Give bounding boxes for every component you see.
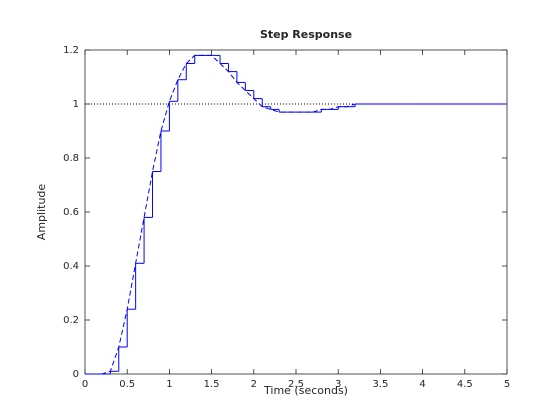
x-tick-label: 0.5 <box>119 379 135 390</box>
x-tick-label: 3 <box>335 379 341 390</box>
x-tick-label: 2.5 <box>288 379 304 390</box>
y-tick-label: 1.2 <box>63 45 79 56</box>
x-tick-label: 5 <box>504 379 510 390</box>
x-tick-label: 1.5 <box>204 379 220 390</box>
y-tick-label: 0.8 <box>63 153 79 164</box>
y-tick-label: 0 <box>73 369 79 380</box>
y-tick-label: 0.6 <box>63 207 79 218</box>
x-tick-label: 2 <box>251 379 257 390</box>
plot-frame <box>84 49 508 375</box>
chart-title: Step Response <box>260 28 352 41</box>
x-tick-label: 4.5 <box>457 379 473 390</box>
y-axis-label: Amplitude <box>35 184 48 241</box>
x-tick-label: 4 <box>419 379 425 390</box>
x-axis-label: Time (seconds) <box>263 384 348 397</box>
y-tick-label: 0.2 <box>63 315 79 326</box>
y-tick-label: 1 <box>73 99 79 110</box>
x-tick-label: 3.5 <box>372 379 388 390</box>
y-tick-label: 0.4 <box>63 261 79 272</box>
x-tick-label: 0 <box>82 379 88 390</box>
response-line <box>85 54 507 375</box>
x-tick-label: 1 <box>166 379 172 390</box>
